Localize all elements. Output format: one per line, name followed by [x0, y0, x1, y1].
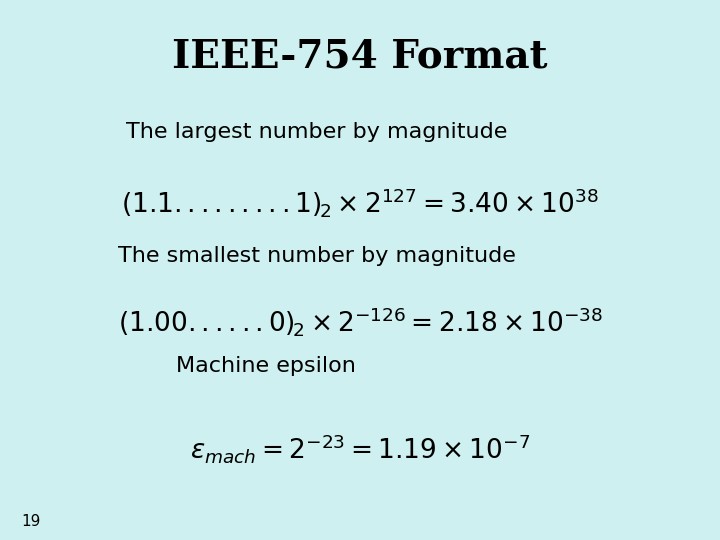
Text: $\left(1.1.........1\right)_{\!2} \times 2^{127} = 3.40\times10^{38}$: $\left(1.1.........1\right)_{\!2} \times…: [121, 186, 599, 219]
Text: IEEE-754 Format: IEEE-754 Format: [172, 38, 548, 76]
Text: The smallest number by magnitude: The smallest number by magnitude: [118, 246, 516, 266]
Text: Machine epsilon: Machine epsilon: [176, 356, 356, 376]
Text: $\varepsilon_{mach} = 2^{-23} = 1.19\times10^{-7}$: $\varepsilon_{mach} = 2^{-23} = 1.19\tim…: [190, 432, 530, 465]
Text: 19: 19: [22, 514, 41, 529]
Text: The largest number by magnitude: The largest number by magnitude: [126, 122, 508, 141]
Text: $\left(1.00......0\right)_{\!2} \times 2^{-126} = 2.18\times10^{-38}$: $\left(1.00......0\right)_{\!2} \times 2…: [117, 305, 603, 338]
